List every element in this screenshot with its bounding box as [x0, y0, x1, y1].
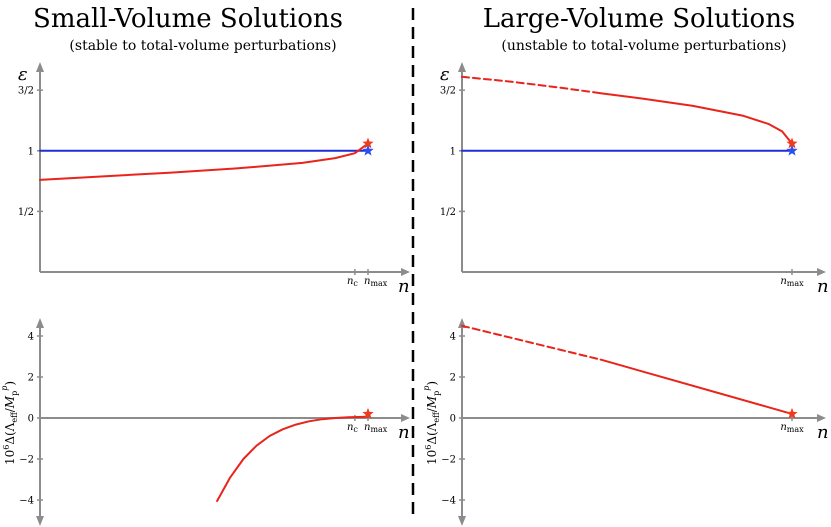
right-panel-subtitle: (unstable to total-volume perturbations) [501, 38, 786, 54]
y-tick-label: 0 [450, 414, 456, 425]
star-marker-red [362, 137, 374, 149]
star-marker-red [362, 407, 374, 419]
x-tick-label: nmax [364, 276, 388, 288]
x-axis-label: n [817, 276, 829, 297]
y-axis-label: ε [440, 64, 450, 85]
series-line-red-solid [216, 415, 369, 502]
star-marker-blue [362, 144, 374, 156]
x-axis-label: n [398, 276, 410, 297]
x-axis-arrow [401, 414, 410, 422]
y-tick-label: 3/2 [440, 86, 456, 97]
y-axis-label: ε [18, 64, 28, 85]
y-tick-label: −4 [19, 496, 34, 507]
y-tick-label: −2 [441, 455, 456, 466]
series-line-red-dashed [461, 75, 602, 95]
x-tick-label: nc [347, 276, 358, 288]
x-tick-label: nmax [780, 276, 804, 288]
series-line-red-dashed [461, 324, 602, 361]
chart-lambda-large: −4 −2 0 2 4 nmax n 106Δ(Λeff/Mpp) [422, 318, 829, 526]
right-panel-title: Large-Volume Solutions [483, 4, 796, 34]
x-axis-arrow [817, 414, 826, 422]
y-tick-label: 4 [450, 332, 456, 343]
star-marker-red [786, 137, 798, 149]
x-tick-label: nc [347, 422, 358, 434]
x-axis-arrow [401, 268, 410, 276]
chart-epsilon-large: 1/2 1 3/2 nmax n ε [440, 62, 829, 297]
y-axis-arrow [458, 62, 466, 72]
chart-epsilon-small: 1/2 1 3/2 nc nmax n ε [18, 62, 410, 297]
y-axis-label: 106Δ(Λeff/Mpp) [0, 381, 19, 465]
y-tick-label: 1 [28, 146, 34, 157]
x-tick-label: nmax [364, 422, 388, 434]
x-axis-label: n [398, 422, 410, 443]
x-axis-label: n [817, 422, 829, 443]
chart-lambda-small: −4 −2 0 2 4 nc nmax n 106Δ(Λeff/Mpp) [0, 318, 410, 526]
left-panel-title: Small-Volume Solutions [33, 4, 343, 34]
y-axis-arrow-down [458, 516, 466, 526]
y-tick-label: 1/2 [18, 207, 34, 218]
y-tick-label: 1 [450, 146, 456, 157]
y-axis-label: 106Δ(Λeff/Mpp) [422, 381, 441, 465]
x-tick-label: nmax [780, 422, 804, 434]
y-axis-arrow-up [36, 318, 44, 328]
star-marker-red [786, 407, 798, 419]
series-line-red-solid [599, 358, 793, 415]
star-marker-blue [786, 144, 798, 156]
y-axis-arrow [36, 62, 44, 72]
y-tick-label: 1/2 [440, 207, 456, 218]
x-axis-arrow [817, 268, 826, 276]
y-tick-label: −2 [19, 455, 34, 466]
y-tick-label: 4 [28, 332, 34, 343]
y-tick-label: 2 [450, 373, 456, 384]
series-line-red-solid [39, 142, 369, 181]
left-panel-subtitle: (stable to total-volume perturbations) [69, 38, 336, 54]
y-tick-label: 0 [28, 414, 34, 425]
y-tick-label: 2 [28, 373, 34, 384]
series-line-red-solid [599, 92, 793, 145]
y-axis-arrow-down [36, 516, 44, 526]
y-tick-label: −4 [441, 496, 456, 507]
y-tick-label: 3/2 [18, 86, 34, 97]
